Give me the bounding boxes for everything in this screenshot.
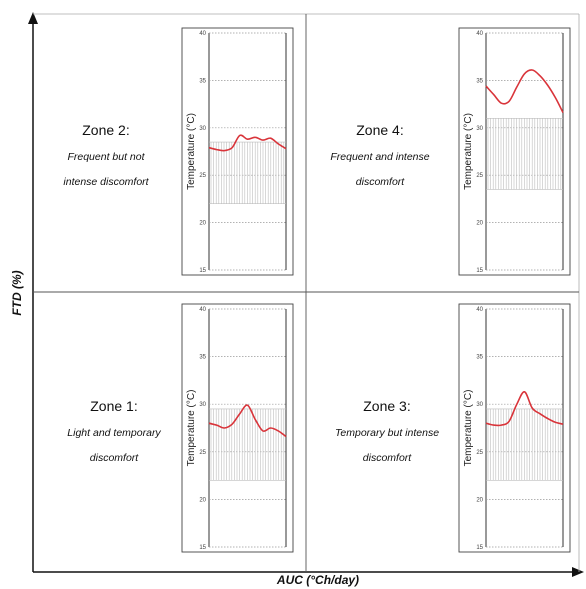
y-tick-label: 25 bbox=[476, 450, 483, 456]
y-tick-label: 25 bbox=[199, 173, 206, 179]
y-axis-label: FTD (%) bbox=[10, 270, 24, 315]
zone-1-desc-line2: discomfort bbox=[90, 452, 140, 464]
comfort-band bbox=[486, 408, 563, 481]
comfort-band bbox=[486, 118, 563, 190]
mini-chart-zone-1: 40 35 30 25 20 15 Temperature (°C) bbox=[181, 303, 294, 553]
y-tick-label: 25 bbox=[476, 173, 483, 179]
zone-2-desc-line2: intense discomfort bbox=[63, 176, 149, 188]
zone-2-desc-line1: Frequent but not bbox=[67, 151, 145, 163]
y-tick-label: 20 bbox=[476, 497, 483, 503]
chart-y-label: Temperature (°C) bbox=[463, 390, 474, 467]
temperature-curve bbox=[208, 134, 287, 152]
mini-chart-zone-3: 40 35 30 25 20 15 Temperature (°C) bbox=[458, 303, 571, 553]
y-tick-label: 30 bbox=[476, 126, 483, 132]
chart-y-label: Temperature (°C) bbox=[463, 113, 474, 190]
x-axis-label: AUC (°Ch/day) bbox=[276, 573, 359, 587]
zone-1-title: Zone 1: bbox=[90, 398, 137, 414]
y-tick-label: 30 bbox=[199, 402, 206, 408]
x-axis-arrow-icon bbox=[572, 567, 584, 577]
y-tick-label: 20 bbox=[199, 221, 206, 227]
zone-3-desc-line2: discomfort bbox=[363, 452, 413, 464]
diagram-frame bbox=[28, 12, 584, 577]
y-tick-label: 40 bbox=[199, 307, 206, 313]
zone-2-title: Zone 2: bbox=[82, 122, 129, 138]
zone-4-desc-line2: discomfort bbox=[356, 176, 406, 188]
y-tick-label: 35 bbox=[199, 355, 206, 361]
chart-box bbox=[458, 303, 571, 553]
y-tick-label: 15 bbox=[476, 268, 483, 274]
y-tick-label: 15 bbox=[476, 545, 483, 551]
mini-chart-zone-4: 40 35 30 25 20 15 Temperature (°C) bbox=[458, 27, 571, 276]
mini-chart-zone-2: 40 35 30 25 20 15 Temperature (°C) bbox=[181, 27, 294, 276]
y-tick-label: 35 bbox=[476, 78, 483, 84]
zone-1-desc-line1: Light and temporary bbox=[67, 427, 161, 439]
y-tick-label: 35 bbox=[476, 355, 483, 361]
comfort-band bbox=[209, 408, 286, 481]
zone-4-text: Zone 4: Frequent and intense discomfort bbox=[330, 122, 429, 188]
zone-3-text: Zone 3: Temporary but intense discomfort bbox=[335, 398, 439, 464]
chart-box bbox=[181, 27, 294, 276]
comfort-band bbox=[209, 141, 286, 204]
temperature-curve bbox=[208, 404, 287, 438]
temperature-curve bbox=[485, 391, 564, 427]
zone-3-desc-line1: Temporary but intense bbox=[335, 427, 439, 439]
zone-4-title: Zone 4: bbox=[356, 122, 403, 138]
y-tick-label: 40 bbox=[476, 31, 483, 37]
y-tick-label: 40 bbox=[199, 31, 206, 37]
chart-y-label: Temperature (°C) bbox=[186, 113, 197, 190]
y-tick-label: 25 bbox=[199, 450, 206, 456]
y-tick-label: 30 bbox=[199, 126, 206, 132]
zone-4-desc-line1: Frequent and intense bbox=[330, 151, 429, 163]
zone-1-text: Zone 1: Light and temporary discomfort bbox=[67, 398, 161, 464]
chart-box bbox=[181, 303, 294, 553]
temperature-curve bbox=[485, 69, 564, 113]
y-tick-label: 40 bbox=[476, 307, 483, 313]
y-tick-label: 20 bbox=[476, 221, 483, 227]
y-tick-label: 30 bbox=[476, 402, 483, 408]
chart-box bbox=[458, 27, 571, 276]
chart-y-label: Temperature (°C) bbox=[186, 390, 197, 467]
zone-3-title: Zone 3: bbox=[363, 398, 410, 414]
zone-2-text: Zone 2: Frequent but not intense discomf… bbox=[63, 122, 149, 188]
y-tick-label: 35 bbox=[199, 78, 206, 84]
y-tick-label: 15 bbox=[199, 545, 206, 551]
y-tick-label: 20 bbox=[199, 497, 206, 503]
y-axis-arrow-icon bbox=[28, 12, 38, 24]
y-tick-label: 15 bbox=[199, 268, 206, 274]
